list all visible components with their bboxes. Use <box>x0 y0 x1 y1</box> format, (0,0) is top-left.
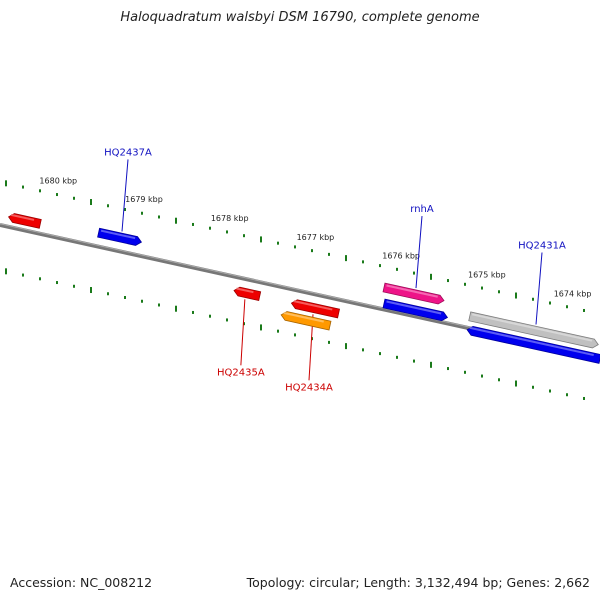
kbp-tick-label: 1674 kbp <box>554 289 592 298</box>
gene-arrow-shine <box>386 300 442 315</box>
gene-feature-rnha <box>382 282 445 305</box>
gene-callout-line <box>121 159 129 232</box>
outer-tick-ring <box>5 180 585 312</box>
gene-callout-line <box>240 299 246 366</box>
gene-arrow-shine <box>283 311 324 323</box>
gene-feature <box>382 298 449 322</box>
inner-tick-ring <box>5 268 585 400</box>
gene-feature <box>7 213 42 229</box>
gene-arrow-shine <box>236 287 254 294</box>
gene-arrow-shine <box>293 300 333 311</box>
gene-arrow-body <box>280 311 332 331</box>
gene-arrow-body <box>7 213 42 229</box>
gene-feature-hq2434a <box>290 299 341 319</box>
gene-label: rnhA <box>410 204 434 215</box>
gene-arrow-body <box>290 299 341 319</box>
gene-label: HQ2434A <box>285 382 333 393</box>
gene-arrow-shine <box>386 284 438 298</box>
kbp-tick-label: 1675 kbp <box>468 271 506 280</box>
gene-callout-line <box>415 216 423 289</box>
gene-feature-hq2435a <box>233 286 262 302</box>
kbp-tick-label: 1677 kbp <box>297 233 335 242</box>
gene-arrow-shine <box>471 313 593 342</box>
genome-summary-text: Topology: circular; Length: 3,132,494 bp… <box>246 575 590 590</box>
gene-feature-hq2431a <box>468 311 599 349</box>
accession-text: Accession: NC_008212 <box>10 575 153 590</box>
gene-label: HQ2435A <box>217 367 265 378</box>
map-title: Haloquadratum walsbyi DSM 16790, complet… <box>120 10 480 25</box>
kbp-tick-label: 1678 kbp <box>211 214 249 223</box>
kbp-tick-label: 1679 kbp <box>125 195 163 204</box>
gene-arrow-body <box>233 286 262 302</box>
gene-arrow-shine <box>100 229 136 240</box>
kbp-tick-label: 1680 kbp <box>39 176 77 185</box>
gene-feature-hq2437a <box>97 227 143 246</box>
gene-feature <box>466 326 600 364</box>
gene-label: HQ2437A <box>104 147 152 158</box>
kbp-tick-label: 1676 kbp <box>382 252 420 261</box>
gene-arrow-body <box>466 326 600 364</box>
gene-feature <box>280 311 332 331</box>
gene-arrow-shine <box>469 326 594 357</box>
gene-label: HQ2431A <box>518 240 566 251</box>
gene-callout-line <box>535 252 543 325</box>
gene-arrow-shine <box>10 213 35 221</box>
